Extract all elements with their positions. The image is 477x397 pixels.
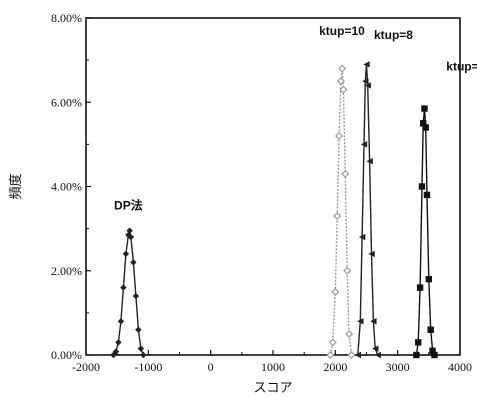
data-point	[422, 124, 429, 131]
series-layer	[110, 61, 438, 360]
data-point	[374, 351, 381, 359]
series-ktup=8	[354, 61, 381, 359]
series-line	[415, 108, 436, 356]
data-point	[358, 233, 366, 241]
y-tick-label: 8.00%	[51, 11, 82, 25]
data-point	[117, 318, 125, 325]
x-tick-label: -2000	[72, 360, 100, 374]
data-point	[425, 275, 433, 283]
data-point	[423, 191, 431, 199]
series-line	[357, 64, 379, 356]
data-point	[326, 350, 335, 360]
data-point	[126, 227, 133, 234]
data-point	[427, 326, 434, 333]
data-point	[335, 131, 344, 140]
data-point	[418, 183, 426, 190]
data-point	[431, 351, 438, 359]
data-point	[115, 339, 122, 346]
series-ktup=10	[326, 64, 356, 360]
data-point	[135, 326, 142, 333]
annotation-label: ktup=5	[446, 60, 477, 74]
data-point	[366, 158, 373, 165]
data-point	[122, 250, 130, 258]
data-point	[413, 351, 420, 359]
x-tick-label: 0	[208, 360, 214, 374]
y-tick-label: 2.00%	[51, 264, 82, 278]
annotation-label: DP法	[114, 198, 143, 213]
annotation-label: ktup=10	[319, 24, 365, 38]
data-point	[420, 120, 427, 127]
annotation-label: ktup=8	[374, 28, 413, 42]
series-ktup=5	[413, 105, 438, 359]
data-point	[343, 266, 352, 275]
data-point	[344, 329, 354, 338]
x-tick-label: 4000	[448, 360, 472, 374]
x-tick-label: 2000	[323, 360, 347, 374]
data-point	[415, 339, 422, 346]
y-tick-label: 6.00%	[51, 95, 82, 109]
data-point	[331, 287, 340, 296]
axes	[85, 17, 461, 356]
x-axis-title: スコア	[253, 381, 292, 396]
data-point	[368, 250, 375, 258]
data-point	[120, 284, 127, 291]
data-point	[354, 351, 361, 359]
data-point	[370, 318, 377, 325]
data-point	[362, 77, 369, 85]
data-point	[341, 169, 350, 178]
plot-frame	[85, 17, 461, 356]
data-point	[429, 347, 436, 354]
x-tick-label: 3000	[386, 360, 410, 374]
series-DP法	[110, 227, 147, 359]
labels-layer: -2000 -1000 0 1000 2000 3000 4000 0.00% 2.00% 4.0…	[8, 11, 477, 396]
data-point	[360, 141, 368, 148]
data-point	[130, 259, 137, 266]
data-point	[416, 284, 424, 291]
x-tick-label: -1000	[134, 360, 162, 374]
data-point	[339, 85, 348, 94]
series-line	[329, 68, 353, 356]
data-point	[338, 64, 347, 73]
data-point	[127, 233, 135, 241]
data-point	[336, 77, 345, 86]
y-tick-label: 4.00%	[51, 180, 82, 194]
data-point	[328, 338, 337, 347]
data-point	[372, 345, 379, 352]
y-tick-label: 0.00%	[51, 348, 82, 362]
data-point	[112, 348, 120, 355]
data-point	[140, 351, 147, 359]
data-point	[137, 345, 145, 352]
data-point	[421, 105, 428, 112]
series-line	[112, 230, 144, 356]
data-point	[347, 350, 356, 360]
data-point	[363, 61, 370, 68]
data-point	[357, 318, 364, 325]
data-point	[132, 292, 140, 300]
x-tick-label: 1000	[261, 360, 285, 374]
y-axis-title: 頻度	[8, 173, 24, 199]
data-point	[364, 82, 371, 89]
data-point	[333, 211, 342, 221]
